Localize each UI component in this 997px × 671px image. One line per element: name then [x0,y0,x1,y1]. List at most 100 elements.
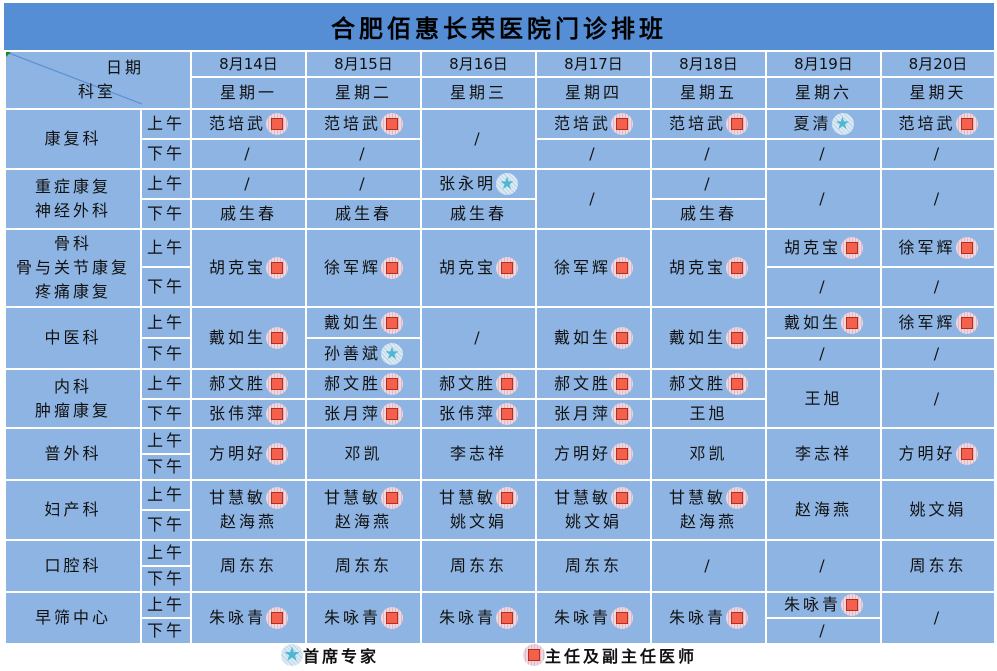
doctor-entry: / [882,142,994,166]
doctor-entry: 郝文胜 [652,372,765,396]
doctor-entry: 李志祥 [767,442,880,466]
doctor-name: 周东东 [449,556,507,575]
director-badge-icon [496,607,518,629]
doctor-name: 戴如生 [668,328,726,347]
schedule-cell-pm: 王旭 [650,398,767,429]
doctor-name: / [244,144,253,163]
session-pm: 下午 [140,453,192,481]
doctor-name: 郝文胜 [668,374,726,393]
doctor-entry: 戴如生 [192,326,305,350]
director-badge-icon [381,402,403,425]
doctor-entry: 张月萍 [307,402,420,426]
doctor-name: / [359,144,368,163]
department-name: 内科 [53,376,92,396]
schedule-cell: 方明好 [880,427,996,481]
department-name: 肿瘤康复 [34,400,111,420]
schedule-cell: 朱咏青 [190,591,307,645]
doctor-name: 胡克宝 [668,258,726,277]
director-badge-icon [955,443,978,465]
doctor-name: / [244,174,253,193]
director-badge-icon [726,257,748,279]
doctor-name: 姚文娟 [449,512,507,531]
schedule-cell: 胡克宝 [420,228,537,308]
schedule-cell: / [880,168,996,230]
director-badge-icon [611,373,633,395]
doctor-name: 方明好 [898,444,956,463]
weekday-header: 星期四 [535,76,652,110]
doctor-entry: 戚生春 [192,202,305,226]
doctor-entry: 戴如生 [652,326,765,350]
schedule-cell: 甘慧敏 姚文娟 [535,479,652,541]
doctor-entry: 徐军辉 [882,236,994,260]
doctor-name: / [704,174,713,193]
session-am: 上午 [140,427,192,455]
director-badge-icon [841,594,863,616]
doctor-name: 朱咏青 [783,595,841,614]
schedule-cell: 徐军辉 [305,228,422,308]
department-cell: 康复科 [4,108,142,170]
department-cell: 普外科 [4,427,142,481]
doctor-entry: 郝文胜 [192,372,305,396]
doctor-name: 张月萍 [323,403,381,423]
schedule-cell: 胡克宝 [650,228,767,308]
table-row: 妇产科 上午 甘慧敏 赵海燕 甘慧敏 赵海燕 甘慧敏 姚文娟 甘慧敏 姚文娟 甘慧敏 赵海燕 赵海燕 姚文… [4,479,996,541]
department-name: 康复科 [44,129,102,148]
session-am: 上午 [140,306,192,339]
star-icon: ★ [281,644,303,666]
director-badge-icon [381,487,403,509]
doctor-name: / [589,144,598,163]
doctor-entry: 胡克宝 [767,236,880,260]
doctor-entry: 赵海燕 [307,510,420,534]
schedule-cell-pm: / [765,617,882,645]
table-row: 骨科 骨与关节康复 疼痛康复 上午 胡克宝 徐军辉 胡克宝 徐军辉 胡克宝 胡克宝 徐军辉 [4,228,996,308]
date-header: 8月14日 [190,50,307,78]
schedule-cell: 周东东 [880,539,996,593]
schedule-cell: 甘慧敏 赵海燕 [190,479,307,541]
date-header: 8月19日 [765,50,882,78]
doctor-entry: 张伟萍 [192,402,305,426]
doctor-name: 徐军辉 [323,258,381,277]
session-am: 上午 [140,108,192,140]
department-cell: 内科 肿瘤康复 [4,368,142,429]
schedule-cell: 方明好 [535,427,652,481]
weekday-header: 星期三 [420,76,537,110]
weekday-header: 星期天 [880,76,996,110]
doctor-name: 范培武 [208,114,266,133]
schedule-cell-am: 徐军辉 [880,306,996,339]
director-badge-icon [381,311,403,334]
doctor-name: 郝文胜 [553,374,611,393]
doctor-name: 方明好 [208,444,266,463]
doctor-name: 胡克宝 [208,258,266,277]
schedule-cell: 周东东 [420,539,537,593]
schedule-cell: 戴如生 [190,306,307,370]
session-am: 上午 [140,591,192,619]
doctor-entry: / [767,619,880,643]
table-row: 下午 [5,453,995,481]
schedule-cell-am: 胡克宝 [765,228,882,268]
session-pm: 下午 [140,198,192,230]
legend-label: 主任及副主任医师 [545,647,698,666]
session-pm: 下午 [140,565,192,593]
doctor-name: 朱咏青 [438,608,496,627]
weekday-header: 星期一 [190,76,307,110]
doctor-entry: 郝文胜 [537,372,650,396]
doctor-name: / [704,556,713,575]
legend-label: 首席专家 [303,647,380,666]
session-pm: 下午 [140,509,192,541]
schedule-cell: 胡克宝 [190,228,307,308]
date-header: 8月16日 [420,50,537,78]
doctor-entry: 张伟萍 [422,402,535,426]
department-name: 神经外科 [34,201,111,220]
department-cell: 骨科 骨与关节康复 疼痛康复 [4,228,142,308]
weekday-header: 星期五 [650,76,767,110]
schedule-cell-am: 郝文胜 [190,368,307,400]
schedule-cell: 李志祥 [420,427,537,481]
doctor-name: 李志祥 [794,444,852,463]
weekday-header: 星期六 [765,76,882,110]
weekday-header: 星期二 [305,76,422,110]
table-row: 下午 / / [5,266,996,308]
schedule-table: 日期 科室 8月14日 8月15日 8月16日 8月17日 8月18日 8月19日 8月20日星… [4,50,996,645]
table-row: 康复科 上午 范培武 范培武 / 范培武 范培武 夏清 ★ 范培武 [4,108,996,170]
schedule-cell-pm: 张伟萍 [420,398,537,429]
doctor-name: / [933,189,943,208]
